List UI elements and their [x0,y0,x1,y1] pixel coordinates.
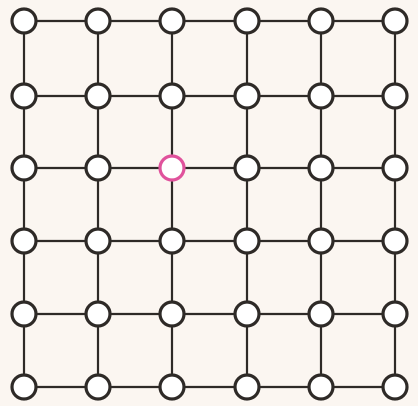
grid-node-r0-c5[interactable] [381,7,409,35]
grid-node-r2-c3[interactable] [233,154,261,182]
grid-node-r4-c2[interactable] [158,300,186,328]
grid-node-r1-c0[interactable] [10,82,38,110]
grid-nodes [10,7,409,401]
grid-node-r1-c2[interactable] [158,82,186,110]
grid-node-r2-c1[interactable] [84,154,112,182]
grid-node-r5-c0[interactable] [10,373,38,401]
grid-node-r4-c0[interactable] [10,300,38,328]
grid-node-r0-c0[interactable] [10,7,38,35]
grid-node-r5-c1[interactable] [84,373,112,401]
grid-node-r3-c1[interactable] [84,227,112,255]
grid-node-r5-c3[interactable] [233,373,261,401]
grid-node-r1-c5[interactable] [381,82,409,110]
grid-node-r4-c5[interactable] [381,300,409,328]
grid-node-r1-c1[interactable] [84,82,112,110]
grid-node-r2-c5[interactable] [381,154,409,182]
grid-node-r5-c5[interactable] [381,373,409,401]
grid-node-r4-c4[interactable] [307,300,335,328]
grid-node-r1-c3[interactable] [233,82,261,110]
grid-edges [22,19,397,389]
grid-node-r3-c0[interactable] [10,227,38,255]
grid-node-r3-c5[interactable] [381,227,409,255]
grid-node-r3-c3[interactable] [233,227,261,255]
grid-node-r0-c4[interactable] [307,7,335,35]
grid-node-r0-c2[interactable] [158,7,186,35]
grid-node-r4-c1[interactable] [84,300,112,328]
grid-node-r3-c2[interactable] [158,227,186,255]
grid-node-r0-c1[interactable] [84,7,112,35]
grid-node-r2-c4[interactable] [307,154,335,182]
grid-node-r1-c4[interactable] [307,82,335,110]
grid-node-r5-c4[interactable] [307,373,335,401]
selected-node[interactable] [158,154,186,182]
grid-node-r0-c3[interactable] [233,7,261,35]
grid-node-r4-c3[interactable] [233,300,261,328]
grid-node-r5-c2[interactable] [158,373,186,401]
grid-node-r3-c4[interactable] [307,227,335,255]
grid-node-r2-c0[interactable] [10,154,38,182]
